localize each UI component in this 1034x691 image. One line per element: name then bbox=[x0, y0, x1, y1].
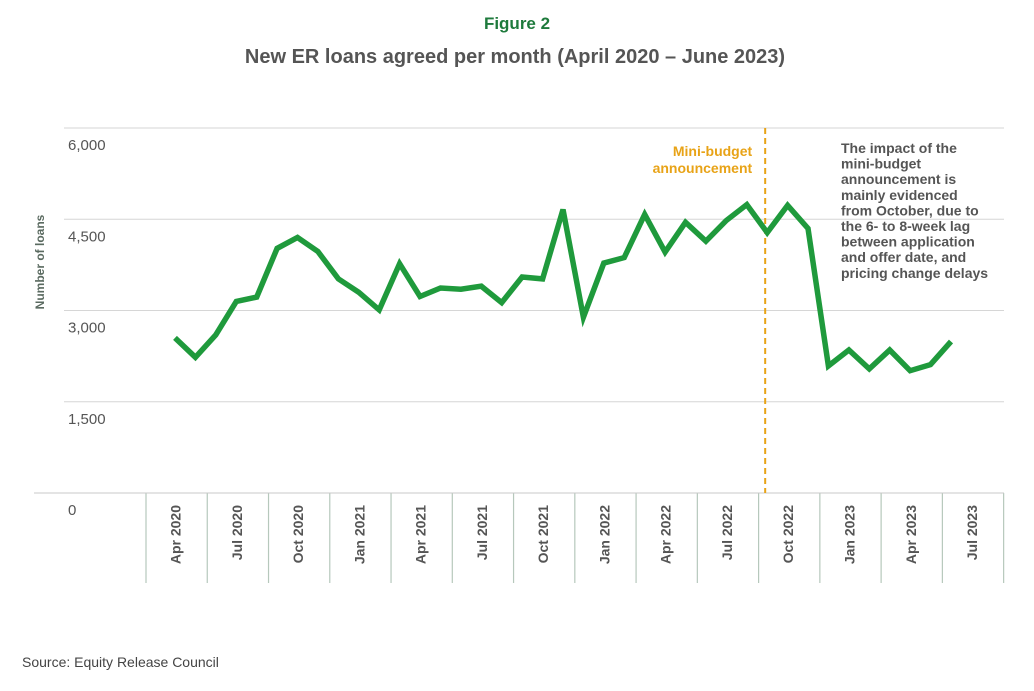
mini-budget-label: Mini-budget bbox=[673, 143, 753, 159]
data-point bbox=[950, 341, 951, 342]
y-tick-label: 0 bbox=[68, 502, 76, 519]
data-point bbox=[787, 205, 788, 206]
data-point bbox=[808, 228, 809, 229]
data-point bbox=[236, 301, 237, 302]
x-tick-label: Apr 2022 bbox=[658, 505, 674, 564]
data-point bbox=[562, 209, 563, 210]
data-point bbox=[910, 370, 911, 371]
data-point bbox=[256, 297, 257, 298]
impact-annotation-line: and offer date, and bbox=[841, 249, 966, 265]
x-tick-label: Apr 2023 bbox=[903, 505, 919, 564]
data-point bbox=[481, 286, 482, 287]
data-point bbox=[399, 263, 400, 264]
impact-annotation-line: mini-budget bbox=[841, 156, 921, 172]
y-axis-ticks: 0 1,500 3,000 4,500 6,000 bbox=[68, 137, 106, 519]
data-point bbox=[338, 278, 339, 279]
data-point bbox=[358, 292, 359, 293]
y-tick-label: 3,000 bbox=[68, 320, 106, 337]
data-point bbox=[522, 277, 523, 278]
x-tick-label: Jul 2020 bbox=[229, 505, 245, 560]
figure-label: Figure 2 bbox=[483, 14, 551, 33]
x-tick-label: Oct 2021 bbox=[535, 505, 551, 564]
series-new-er-loans bbox=[173, 200, 954, 374]
line-chart: 0 1,500 3,000 4,500 6,000 Apr 2020 Jul 2020 Oc… bbox=[33, 127, 1005, 583]
data-point bbox=[420, 296, 421, 297]
impact-annotation-line: from October, due to bbox=[841, 202, 979, 218]
data-point bbox=[665, 252, 666, 253]
data-point bbox=[297, 237, 298, 238]
data-point bbox=[460, 289, 461, 290]
series-line bbox=[173, 200, 954, 374]
x-tick-label: Jan 2021 bbox=[351, 505, 367, 564]
data-point bbox=[930, 364, 931, 365]
impact-annotation: The impact of themini-budgetannouncement… bbox=[841, 140, 988, 281]
data-point bbox=[501, 302, 502, 303]
mini-budget-label: announcement bbox=[653, 160, 753, 176]
data-point bbox=[889, 350, 890, 351]
y-tick-label: 6,000 bbox=[68, 137, 106, 154]
x-tick-label: Jul 2023 bbox=[964, 505, 980, 560]
data-point bbox=[644, 214, 645, 215]
data-point bbox=[767, 232, 768, 233]
data-point bbox=[583, 317, 584, 318]
x-tick-label: Oct 2022 bbox=[780, 505, 796, 564]
data-point bbox=[705, 241, 706, 242]
data-point bbox=[726, 220, 727, 221]
data-point bbox=[869, 368, 870, 369]
data-point bbox=[624, 257, 625, 258]
x-axis-ticks: Apr 2020 Jul 2020 Oct 2020 Jan 2021 Apr 2021… bbox=[34, 492, 1005, 583]
x-tick-label: Jul 2021 bbox=[474, 505, 490, 560]
x-tick-label: Jan 2023 bbox=[841, 505, 857, 564]
data-point bbox=[746, 204, 747, 205]
x-tick-label: Oct 2020 bbox=[290, 505, 306, 564]
impact-annotation-line: pricing change delays bbox=[841, 265, 988, 281]
chart-title: New ER loans agreed per month (April 202… bbox=[244, 46, 786, 68]
data-point bbox=[277, 248, 278, 249]
y-tick-label: 4,500 bbox=[68, 228, 106, 245]
data-point bbox=[195, 357, 196, 358]
x-tick-label: Jan 2022 bbox=[596, 505, 612, 564]
x-tick-label: Jul 2022 bbox=[719, 505, 735, 560]
source-note: Source: Equity Release Council bbox=[22, 654, 219, 670]
data-point bbox=[828, 365, 829, 366]
data-point bbox=[215, 334, 216, 335]
y-tick-label: 1,500 bbox=[68, 411, 106, 428]
data-point bbox=[685, 222, 686, 223]
data-point bbox=[175, 337, 176, 338]
impact-annotation-line: between application bbox=[841, 234, 975, 250]
data-point bbox=[542, 278, 543, 279]
data-point bbox=[848, 350, 849, 351]
impact-annotation-line: mainly evidenced bbox=[841, 187, 958, 203]
impact-annotation-line: The impact of the bbox=[841, 140, 957, 156]
data-point bbox=[603, 263, 604, 264]
data-point bbox=[379, 309, 380, 310]
x-tick-label: Apr 2021 bbox=[413, 505, 429, 564]
y-axis-label: Number of loans bbox=[33, 214, 47, 309]
data-point bbox=[440, 287, 441, 288]
x-tick-label: Apr 2020 bbox=[168, 505, 184, 564]
impact-annotation-line: announcement is bbox=[841, 171, 956, 187]
data-point bbox=[317, 251, 318, 252]
impact-annotation-line: the 6- to 8-week lag bbox=[841, 218, 970, 234]
